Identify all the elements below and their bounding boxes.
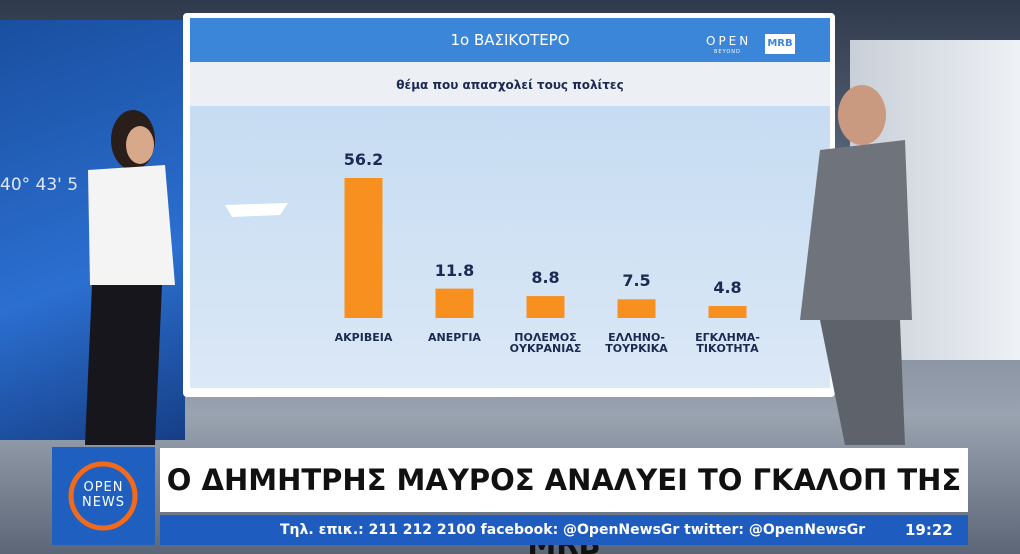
x-tick-label: ΕΓΚΛΗΜΑ- ΤΙΚΟΤΗΤΑ [695,331,760,355]
ticker-bar [160,515,968,545]
presenter-face [838,85,886,145]
presenter-jacket [88,165,175,285]
bar [526,296,565,318]
value-label: 4.8 [713,278,742,298]
logo-beyond: BEYOND [714,49,741,55]
ticker: Τηλ. επικ.: 211 212 2100 facebook: @Open… [280,522,866,538]
presenter-trousers [820,320,905,445]
x-tick-label: ΑΚΡΙΒΕΙΑ [334,331,393,344]
logo-ring [68,461,138,531]
value-label: 11.8 [434,260,475,280]
value-label: 8.8 [531,268,560,288]
presenter-jacket [800,140,912,320]
plot-area [190,106,830,388]
logo-text: NEWS [81,495,126,510]
wall-text: 40° 43' 5 [0,175,79,195]
logo-mrb: MRB [765,34,795,54]
bar [617,299,656,318]
chart-header [190,18,830,62]
bar [344,178,383,318]
headline: Ο ΔΗΜΗΤΡΗΣ ΜΑΥΡΟΣ ΑΝΑΛΥΕΙ ΤΟ ΓΚΑΛΟΠ ΤΗΣ … [166,463,962,554]
presenter-trousers [85,285,162,445]
subtitle-band [190,62,830,106]
headline-box [160,448,968,512]
logo-circle [68,461,138,531]
value-label: 56.2 [343,150,384,169]
x-tick-label: ΕΛΛΗΝΟ- ΤΟΥΡΚΙΚΑ [605,331,668,355]
logo-open: OPEN [706,34,752,48]
presenter-face [126,126,154,164]
bar [708,306,747,318]
x-tick-label: ΠΟΛΕΜΟΣ ΟΥΚΡΑΝΙΑΣ [509,331,582,355]
value-label: 7.5 [622,271,651,291]
papers [225,203,288,217]
logo-text: OPEN [83,480,124,495]
clock: 19:22 [905,521,953,539]
chart-title: 1o ΒΑΣΙΚΟΤΕΡΟ [450,31,570,49]
x-tick-label: ΑΝΕΡΓΙΑ [428,331,481,344]
bar [435,288,474,318]
chart-subtitle: θέμα που απασχολεί τους πολίτες [396,78,624,92]
